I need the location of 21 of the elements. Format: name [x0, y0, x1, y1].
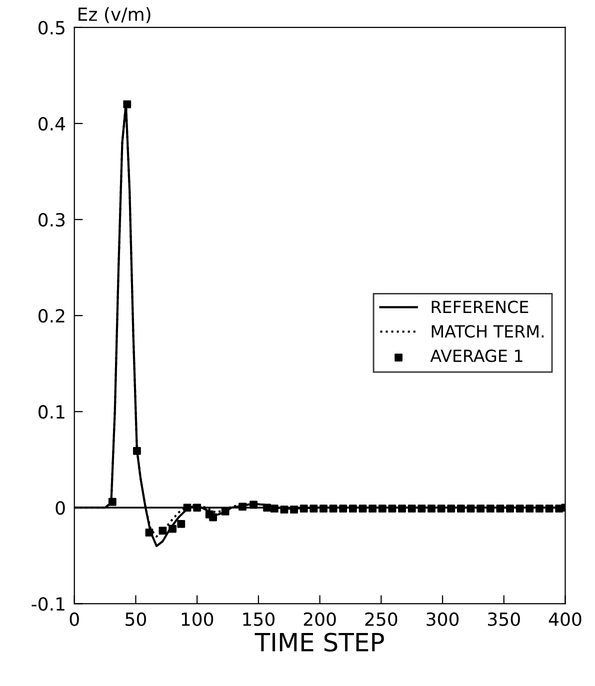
- y-tick-label: 0.5: [38, 20, 64, 35]
- y-tick-label: 0.2: [38, 309, 64, 323]
- y-tick-label: -0.1: [32, 597, 64, 611]
- x-tick-label: 400: [548, 612, 582, 626]
- x-tick-label: 150: [243, 612, 274, 626]
- x-tick-label: 300: [426, 612, 459, 626]
- legend-label: REFERENCE: [432, 300, 528, 314]
- x-tick-label: 0: [70, 612, 79, 626]
- y-tick-label: 0: [56, 501, 65, 515]
- x-tick-label: 100: [182, 612, 214, 626]
- x-tick-label: 200: [304, 612, 336, 626]
- y-axis-title: Ez (v/m): [78, 7, 150, 24]
- x-tick-label: 50: [126, 612, 146, 626]
- x-axis-title: TIME STEP: [254, 632, 384, 652]
- y-tick-label: 0.3: [38, 212, 65, 227]
- y-tick-label: 0.1: [38, 405, 64, 419]
- y-tick-label: 0.4: [38, 116, 66, 131]
- legend-label: MATCH TERM.: [432, 325, 544, 338]
- x-tick-label: 250: [365, 612, 398, 626]
- legend-label: AVERAGE 1: [430, 350, 522, 362]
- x-tick-label: 350: [488, 612, 520, 626]
